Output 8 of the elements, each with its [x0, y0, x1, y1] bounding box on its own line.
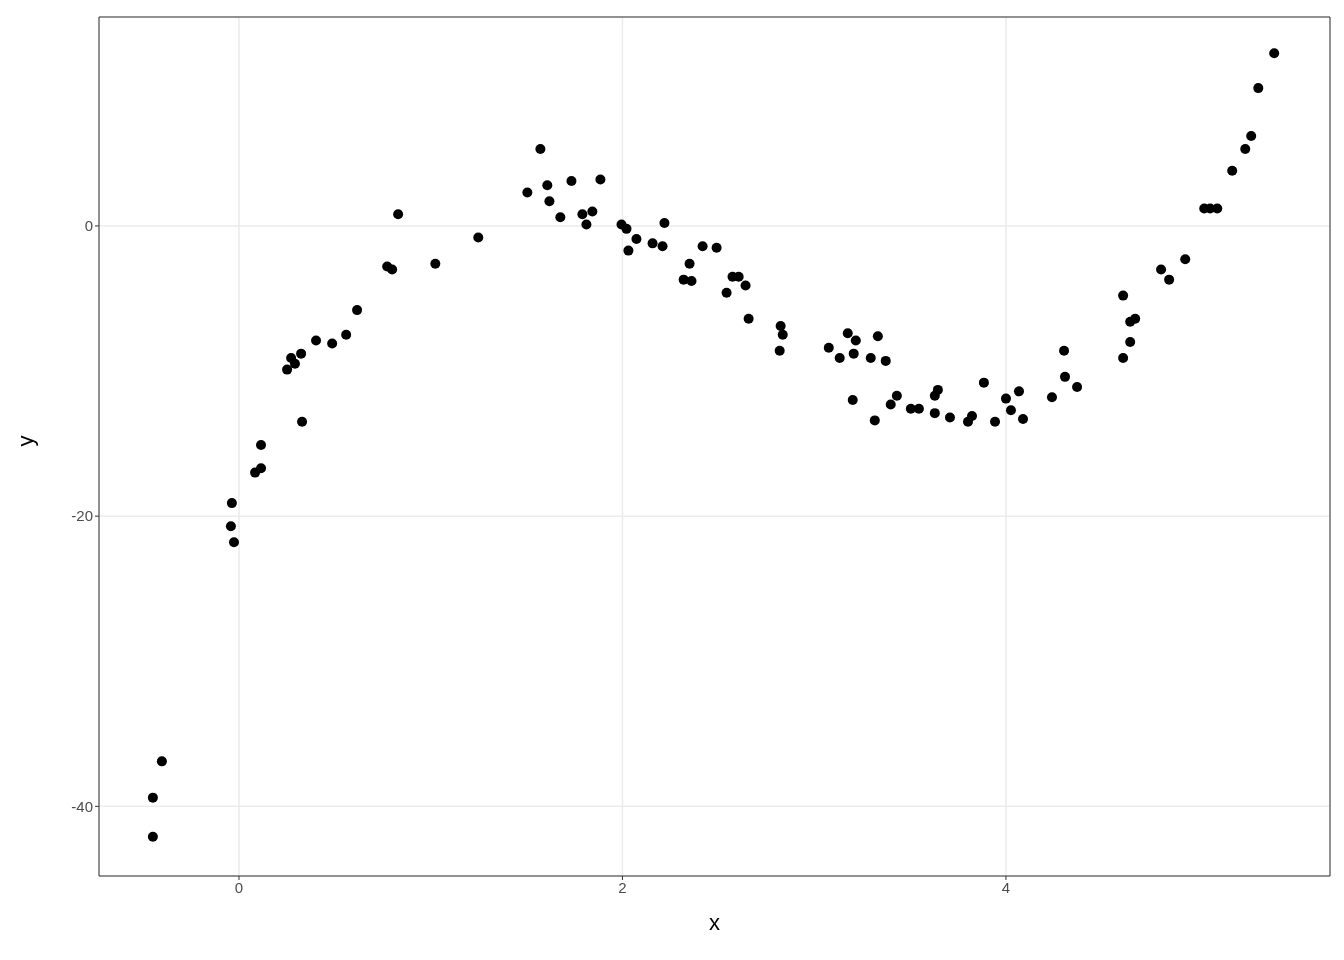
y-tick-label: 0	[84, 217, 93, 235]
x-axis-title: x	[709, 910, 720, 935]
x-tick-label: 2	[618, 878, 627, 896]
y-axis-title: y	[12, 435, 38, 447]
y-tick-label: -40	[71, 797, 93, 815]
x-tick-label: 0	[234, 878, 244, 896]
y-tick-label: -20	[71, 507, 93, 525]
x-tick-label: 4	[1001, 878, 1011, 896]
